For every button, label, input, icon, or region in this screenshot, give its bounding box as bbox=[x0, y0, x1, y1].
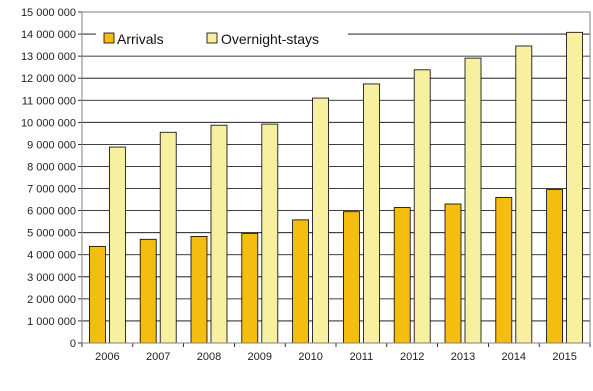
x-tick-label: 2014 bbox=[502, 351, 526, 363]
bar-overnight-stays-2009 bbox=[261, 123, 279, 344]
bar-arrivals-2006 bbox=[89, 245, 106, 344]
bar-overnight-stays-2011 bbox=[362, 83, 380, 344]
y-tick-label: 3 000 000 bbox=[27, 272, 76, 284]
y-tick-label: 8 000 000 bbox=[27, 161, 76, 173]
bar-overnight-stays-2013 bbox=[464, 57, 482, 344]
x-tick-label: 2006 bbox=[95, 351, 119, 363]
bar-arrivals-2012 bbox=[393, 207, 411, 344]
bar-arrivals-2014 bbox=[495, 196, 513, 344]
bar-overnight-stays-2008 bbox=[210, 124, 228, 344]
bar-overnight-stays-2007 bbox=[159, 131, 177, 344]
y-axis: 0 1 000 000 2 000 000 3 000 000 4 000 000 5 0… bbox=[21, 7, 83, 350]
y-tick-label: 6 000 000 bbox=[27, 206, 76, 218]
legend-swatch-overnight-stays bbox=[206, 32, 218, 44]
legend-background bbox=[96, 28, 348, 50]
bar-overnight-stays-2015 bbox=[566, 31, 583, 344]
y-tick-label: 0 bbox=[70, 338, 76, 350]
y-tick-label: 15 000 000 bbox=[21, 7, 76, 19]
y-tick-label: 12 000 000 bbox=[21, 73, 76, 85]
gridlines bbox=[82, 33, 590, 322]
bar-arrivals-2009 bbox=[241, 232, 259, 344]
x-tick-label: 2010 bbox=[298, 351, 322, 363]
bar-overnight-stays-2012 bbox=[413, 69, 431, 344]
y-tick-label: 7 000 000 bbox=[27, 184, 76, 196]
bar-arrivals-2013 bbox=[444, 203, 462, 344]
bar-arrivals-2008 bbox=[190, 236, 208, 344]
bars bbox=[89, 31, 583, 344]
y-tick-label: 5 000 000 bbox=[27, 228, 76, 240]
plot-area-border bbox=[81, 11, 591, 344]
y-tick-label: 10 000 000 bbox=[21, 117, 76, 129]
x-tick-label: 2015 bbox=[552, 351, 576, 363]
x-tick-label: 2009 bbox=[248, 351, 272, 363]
y-tick-label: 9 000 000 bbox=[27, 139, 76, 151]
legend-swatch-arrivals bbox=[103, 32, 115, 44]
legend-label-arrivals: Arrivals bbox=[117, 31, 164, 47]
y-tick-label: 11 000 000 bbox=[22, 95, 76, 107]
x-tick-label: 2007 bbox=[146, 351, 170, 363]
x-axis: 2006 2007 2008 2009 2010 2011 2012 2013 2014 2015 bbox=[81, 342, 591, 363]
bar-arrivals-2015 bbox=[546, 189, 563, 344]
bar-arrivals-2011 bbox=[342, 211, 360, 344]
bar-arrivals-2007 bbox=[139, 238, 157, 344]
x-tick-label: 2012 bbox=[400, 351, 424, 363]
y-tick-label: 2 000 000 bbox=[27, 294, 76, 306]
bar-overnight-stays-2010 bbox=[312, 97, 330, 344]
x-tick-label: 2013 bbox=[451, 351, 475, 363]
bar-arrivals-2010 bbox=[292, 219, 310, 344]
y-tick-label: 14 000 000 bbox=[21, 29, 76, 41]
bar-overnight-stays-2006 bbox=[109, 146, 126, 344]
y-tick-label: 1 000 000 bbox=[27, 316, 76, 328]
legend-label-overnight-stays: Overnight-stays bbox=[221, 31, 319, 47]
legend: Arrivals Overnight-stays bbox=[96, 28, 348, 50]
y-tick-label: 13 000 000 bbox=[21, 51, 76, 63]
x-tick-label: 2008 bbox=[197, 351, 221, 363]
x-tick-label: 2011 bbox=[350, 351, 374, 363]
bar-overnight-stays-2014 bbox=[515, 45, 533, 344]
y-tick-label: 4 000 000 bbox=[27, 250, 76, 262]
